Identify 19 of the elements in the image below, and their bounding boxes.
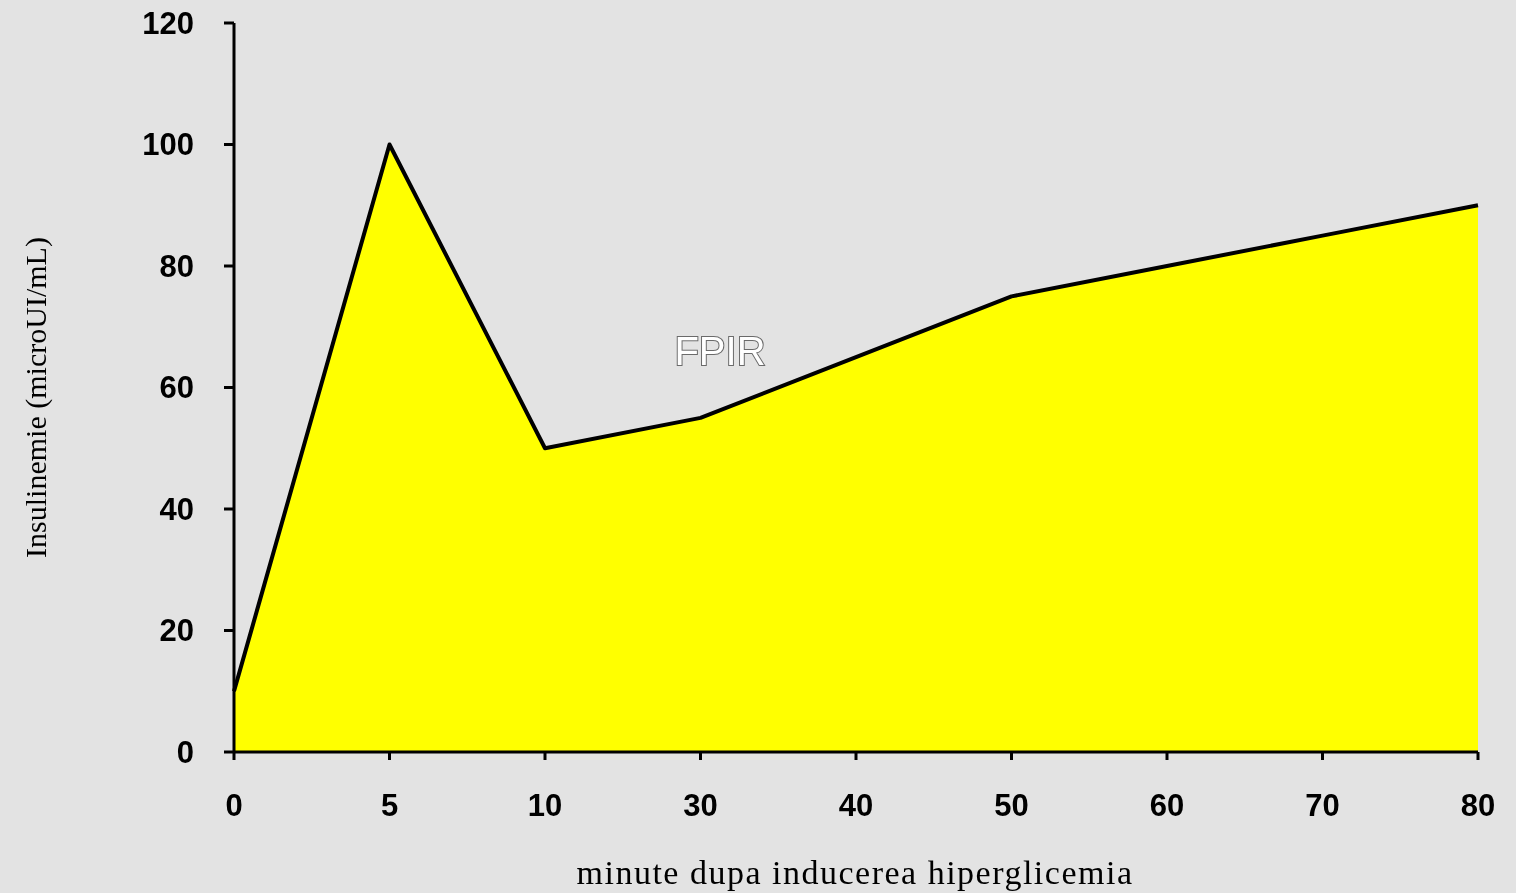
y-tick-label: 20 <box>159 613 194 649</box>
x-tick-label: 10 <box>527 788 563 823</box>
x-tick-label: 60 <box>1149 788 1185 823</box>
y-tick-label: 40 <box>159 491 194 527</box>
y-tick-label: 80 <box>159 248 194 284</box>
y-axis-title: Insulinemie (microUI/mL) <box>19 237 53 558</box>
x-tick-label: 70 <box>1305 788 1340 823</box>
y-tick-label: 0 <box>176 734 194 770</box>
y-tick-label: 100 <box>142 127 194 163</box>
x-tick-label: 50 <box>994 788 1029 823</box>
x-tick-label: 80 <box>1460 788 1496 823</box>
x-tick-label: 40 <box>838 788 874 823</box>
x-tick-label: 30 <box>683 788 718 823</box>
y-tick-label: 60 <box>159 370 194 406</box>
x-tick-label: 5 <box>380 788 399 823</box>
y-tick-label: 120 <box>142 5 194 41</box>
annotation: FPIR <box>674 329 766 373</box>
x-tick-label: 0 <box>225 788 243 823</box>
x-axis-title: minute dupa inducerea hiperglicemia <box>576 854 1134 891</box>
